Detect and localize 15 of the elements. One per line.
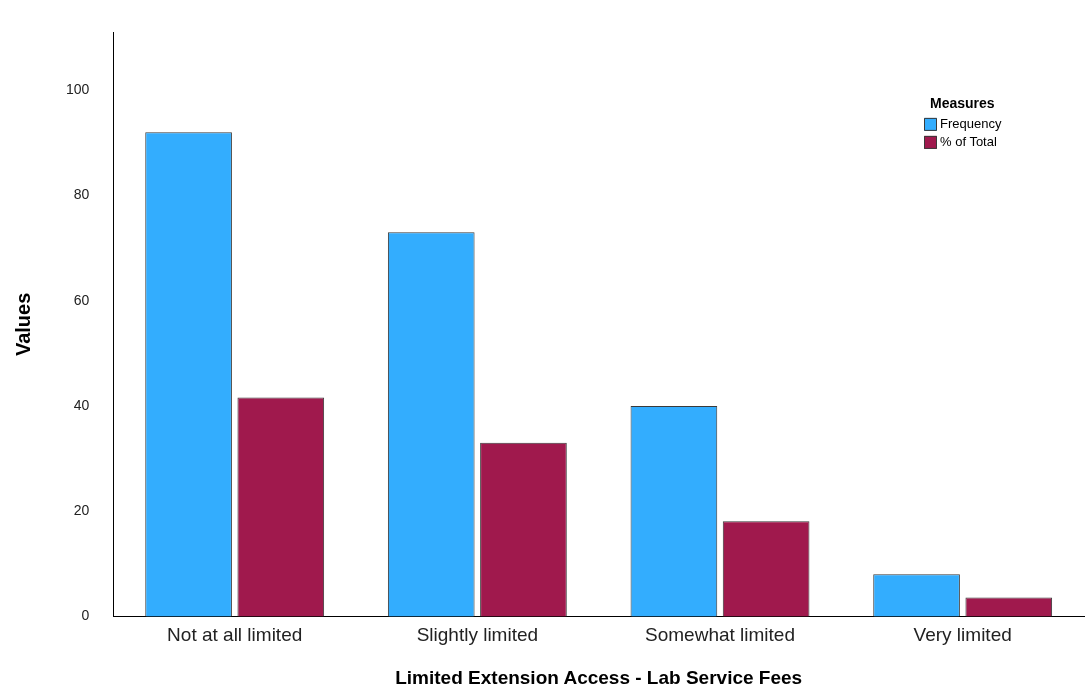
y-tick-label: 80 <box>73 186 90 203</box>
y-tick-label: 100 <box>66 81 90 98</box>
y-tick-label: 40 <box>73 396 90 413</box>
legend-title: Measures <box>930 95 995 112</box>
y-tick-label: 60 <box>73 291 90 308</box>
x-tick-label: Slightly limited <box>416 624 539 646</box>
y-axis-title: Values <box>11 292 34 357</box>
legend-label: Frequency <box>940 115 1002 131</box>
x-tick-label: Very limited <box>913 624 1012 646</box>
x-tick-label: Not at all limited <box>167 624 303 646</box>
x-axis-title: Limited Extension Access - Lab Service Fees <box>395 666 803 688</box>
y-tick-label: 0 <box>81 607 90 624</box>
legend-label: % of Total <box>940 133 997 149</box>
y-tick-label: 20 <box>73 502 90 519</box>
x-tick-label: Somewhat limited <box>645 624 795 646</box>
